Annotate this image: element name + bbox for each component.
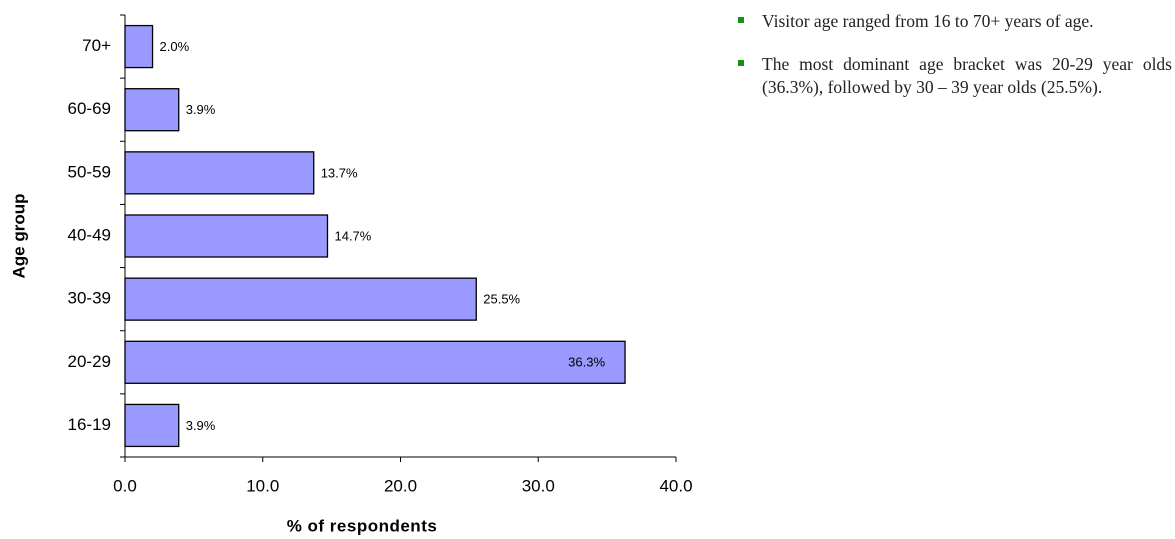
value-label: 36.3%	[568, 355, 605, 370]
y-tick-label: 16-19	[68, 415, 111, 434]
bullet: The most dominant age bracket was 20-29 …	[738, 53, 1172, 99]
bullet-text: Visitor age ranged from 16 to 70+ years …	[762, 11, 1094, 31]
x-tick-label: 40.0	[659, 476, 692, 495]
value-label: 3.9%	[186, 418, 216, 433]
y-tick-label: 60-69	[68, 99, 111, 118]
y-tick-label: 50-59	[68, 162, 111, 181]
bar	[124, 88, 180, 132]
x-tick-label: 0.0	[113, 476, 137, 495]
x-axis-label: % of respondents	[287, 516, 438, 535]
bar	[124, 277, 477, 321]
x-tick-label: 10.0	[246, 476, 279, 495]
bar	[124, 403, 180, 448]
value-label: 2.0%	[160, 39, 190, 54]
bar	[124, 24, 154, 69]
bullet: Visitor age ranged from 16 to 70+ years …	[738, 10, 1172, 33]
y-tick-label: 70+	[82, 36, 111, 55]
bullet-icon	[738, 60, 744, 66]
bullet-icon	[738, 17, 744, 23]
value-label: 3.9%	[186, 102, 216, 117]
y-tick-label: 20-29	[68, 352, 111, 371]
value-label: 13.7%	[321, 165, 358, 180]
x-tick-label: 20.0	[384, 476, 417, 495]
bar	[124, 214, 329, 258]
y-tick-label: 30-39	[68, 289, 111, 308]
chart: % of respondents Age group 0.0 10.0 20.0 30…	[9, 14, 693, 535]
value-label: 25.5%	[483, 292, 520, 307]
y-axis-label: Age group	[9, 194, 28, 279]
value-label: 14.7%	[334, 228, 371, 243]
bullet-text: The most dominant age bracket was 20-29 …	[762, 54, 1172, 97]
bar	[124, 340, 626, 384]
x-tick-label: 30.0	[522, 476, 555, 495]
y-tick-label: 40-49	[68, 225, 111, 244]
bar	[124, 151, 315, 195]
notes: Visitor age ranged from 16 to 70+ years …	[738, 10, 1172, 119]
